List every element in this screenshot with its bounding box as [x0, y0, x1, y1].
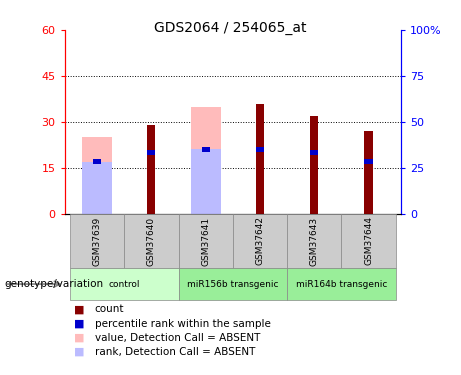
Text: genotype/variation: genotype/variation — [5, 279, 104, 289]
Bar — [178, 268, 287, 300]
Text: GSM37639: GSM37639 — [93, 216, 101, 266]
Bar — [287, 214, 341, 268]
Bar — [70, 268, 178, 300]
Bar — [341, 214, 396, 268]
Bar — [178, 214, 233, 268]
Text: GSM37642: GSM37642 — [255, 216, 265, 266]
Bar — [365, 131, 372, 214]
Bar — [201, 147, 210, 152]
Text: ■: ■ — [74, 304, 84, 314]
Bar — [256, 147, 264, 152]
Bar — [191, 149, 221, 214]
Text: GSM37641: GSM37641 — [201, 216, 210, 266]
Text: control: control — [108, 280, 140, 289]
Bar — [82, 137, 112, 214]
Bar — [310, 150, 318, 155]
Bar — [148, 125, 155, 214]
Text: ■: ■ — [74, 319, 84, 328]
Bar — [365, 159, 372, 164]
Bar — [256, 104, 264, 214]
Text: percentile rank within the sample: percentile rank within the sample — [95, 319, 271, 328]
Bar — [70, 214, 124, 268]
Bar — [310, 116, 318, 214]
Text: GSM37640: GSM37640 — [147, 216, 156, 266]
Bar — [287, 268, 396, 300]
Text: GSM37643: GSM37643 — [310, 216, 319, 266]
Text: value, Detection Call = ABSENT: value, Detection Call = ABSENT — [95, 333, 260, 343]
Bar — [191, 106, 221, 214]
Text: GDS2064 / 254065_at: GDS2064 / 254065_at — [154, 21, 307, 34]
Text: ■: ■ — [74, 347, 84, 357]
Text: count: count — [95, 304, 124, 314]
Bar — [148, 150, 155, 155]
Bar — [124, 214, 178, 268]
Bar — [93, 159, 101, 164]
Text: ■: ■ — [74, 333, 84, 343]
Text: miR156b transgenic: miR156b transgenic — [187, 280, 278, 289]
Bar — [82, 162, 112, 214]
Text: rank, Detection Call = ABSENT: rank, Detection Call = ABSENT — [95, 347, 255, 357]
Bar — [233, 214, 287, 268]
Text: miR164b transgenic: miR164b transgenic — [296, 280, 387, 289]
Text: GSM37644: GSM37644 — [364, 216, 373, 266]
